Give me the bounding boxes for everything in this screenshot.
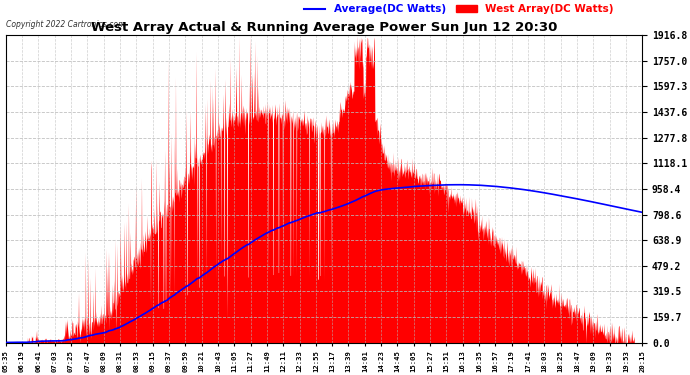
Text: Copyright 2022 Cartronics.com: Copyright 2022 Cartronics.com: [6, 20, 125, 29]
Legend: Average(DC Watts), West Array(DC Watts): Average(DC Watts), West Array(DC Watts): [300, 0, 618, 19]
Title: West Array Actual & Running Average Power Sun Jun 12 20:30: West Array Actual & Running Average Powe…: [91, 21, 558, 34]
